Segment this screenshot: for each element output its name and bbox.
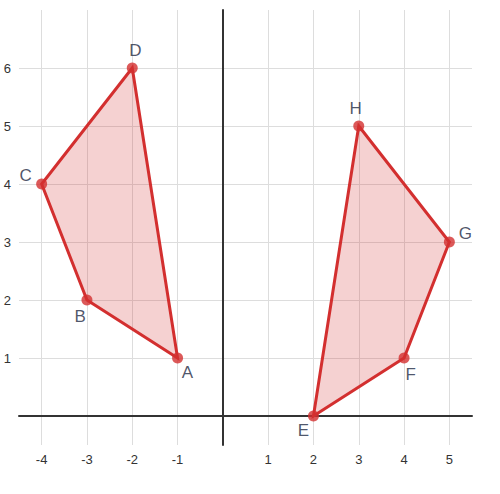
svg-text:2: 2: [4, 293, 11, 308]
svg-text:6: 6: [4, 61, 11, 76]
svg-text:3: 3: [355, 452, 362, 467]
svg-text:D: D: [129, 41, 141, 60]
svg-text:1: 1: [265, 452, 272, 467]
svg-text:5: 5: [446, 452, 453, 467]
svg-text:5: 5: [4, 119, 11, 134]
svg-text:3: 3: [4, 235, 11, 250]
svg-text:B: B: [75, 307, 86, 326]
svg-text:1: 1: [4, 351, 11, 366]
svg-text:4: 4: [400, 452, 407, 467]
svg-text:2: 2: [310, 452, 317, 467]
svg-text:C: C: [19, 166, 31, 185]
svg-text:A: A: [182, 363, 194, 382]
svg-text:-3: -3: [81, 452, 93, 467]
svg-text:F: F: [406, 365, 416, 384]
svg-text:-2: -2: [126, 452, 138, 467]
svg-text:-4: -4: [36, 452, 48, 467]
svg-text:H: H: [349, 99, 361, 118]
svg-text:4: 4: [4, 177, 11, 192]
svg-text:G: G: [459, 224, 472, 243]
svg-text:-1: -1: [172, 452, 184, 467]
svg-text:E: E: [298, 421, 309, 440]
